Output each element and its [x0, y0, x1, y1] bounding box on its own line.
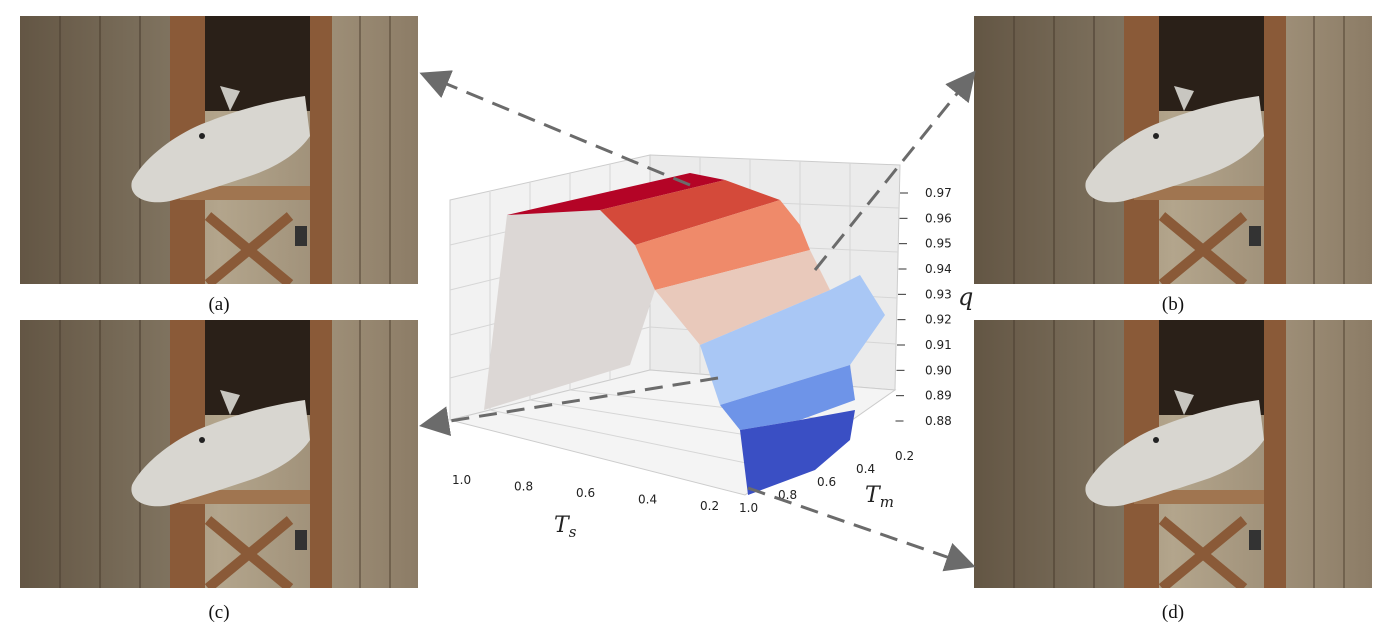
- surface-band: [655, 250, 830, 345]
- image-panel-a: [20, 16, 418, 284]
- caption-b: (b): [1161, 294, 1185, 315]
- arrow-to-b: [813, 70, 976, 271]
- caption-d: (d): [1161, 602, 1185, 623]
- arrow-to-d: [747, 486, 976, 572]
- x-axis-ticks: 1.0 0.8 0.6 0.4 0.2: [452, 473, 719, 513]
- arrow-to-c: [419, 376, 719, 437]
- y-tick-label: 0.6: [817, 475, 836, 489]
- z-tick-label: 0.90: [925, 363, 952, 377]
- z-tick-label: 0.93: [925, 287, 952, 301]
- horse-photo: [20, 16, 418, 284]
- x-tick-label: 0.6: [576, 486, 595, 500]
- z-tick-label: 0.91: [925, 338, 952, 352]
- surface-band: [700, 275, 885, 405]
- horse-photo: [974, 320, 1372, 588]
- horse-photo: [974, 16, 1372, 284]
- z-tick-label: 0.92: [925, 313, 952, 327]
- surface-band: [507, 173, 725, 215]
- y-tick-label: 0.4: [856, 462, 875, 476]
- z-axis-label: q: [958, 283, 973, 311]
- y-tick-label: 1.0: [739, 501, 758, 515]
- z-tick-label: 0.97: [925, 186, 952, 200]
- horse-photo: [20, 320, 418, 588]
- x-tick-label: 0.8: [514, 480, 533, 494]
- surface-band: [635, 200, 810, 290]
- x-axis-label: Ts: [554, 513, 577, 541]
- surface-side: [484, 200, 655, 410]
- z-tick-label: 0.95: [925, 237, 952, 251]
- z-tick-label: 0.96: [925, 211, 952, 225]
- y-axis-label: Tm: [865, 483, 894, 511]
- arrow-to-a: [419, 70, 691, 187]
- surface-band: [720, 365, 855, 430]
- x-tick-label: 0.2: [700, 499, 719, 513]
- image-panel-b: [974, 16, 1372, 284]
- image-panel-c: [20, 320, 418, 588]
- surface-band: [600, 180, 780, 245]
- x-tick-label: 0.4: [638, 493, 657, 507]
- image-panel-d: [974, 320, 1372, 588]
- y-tick-label: 0.2: [895, 449, 914, 463]
- caption-c: (c): [208, 602, 230, 623]
- z-axis-ticks: 0.97 0.96 0.95 0.94 0.93 0.92 0.91 0.90 0.89 0.88: [895, 186, 952, 428]
- z-tick-label: 0.94: [925, 262, 952, 276]
- surface-band: [740, 410, 855, 495]
- z-tick-label: 0.89: [925, 389, 952, 403]
- caption-a: (a): [208, 294, 230, 315]
- z-tick-label: 0.88: [925, 414, 952, 428]
- x-tick-label: 1.0: [452, 473, 471, 487]
